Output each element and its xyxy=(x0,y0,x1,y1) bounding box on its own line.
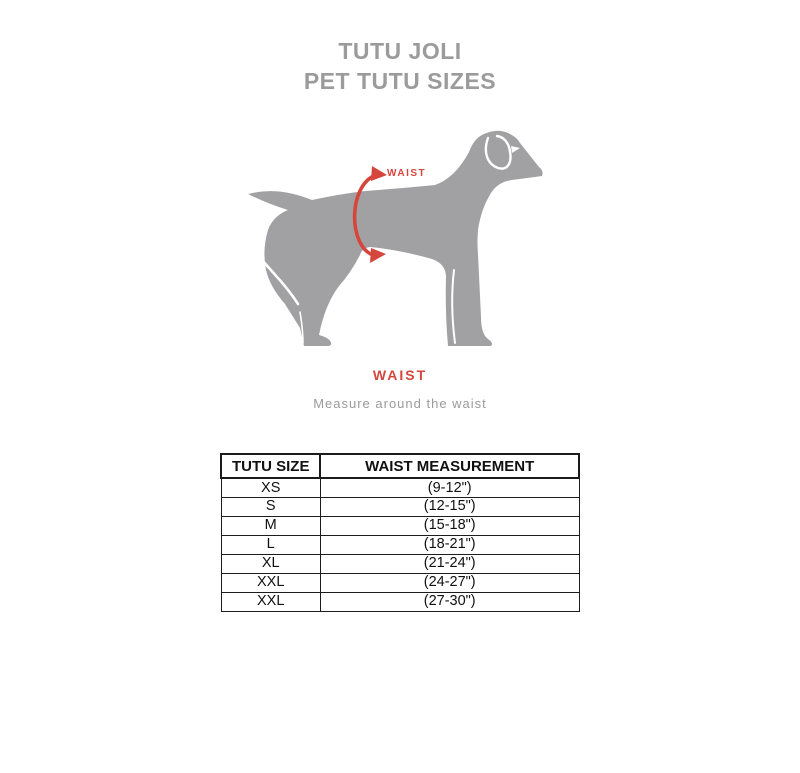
waist-arrow-label: WAIST xyxy=(387,168,427,179)
size-table: TUTU SIZE WAIST MEASUREMENT XS (9-12") S… xyxy=(219,453,580,612)
header-row: TUTU SIZE WAIST MEASUREMENT xyxy=(219,453,580,479)
table-row: XL (21-24") xyxy=(220,553,580,574)
size-cell: S xyxy=(220,496,321,517)
table-row: XXL (27-30") xyxy=(220,591,580,612)
waist-cell: (21-24") xyxy=(319,553,580,574)
size-cell: XL xyxy=(220,553,321,574)
waist-cell: (9-12") xyxy=(319,477,580,498)
size-cell: L xyxy=(220,534,321,555)
page-title: TUTU JOLI PET TUTU SIZES xyxy=(10,36,790,96)
size-table-head: TUTU SIZE WAIST MEASUREMENT xyxy=(219,453,580,479)
table-row: L (18-21") xyxy=(220,534,580,555)
dog-eye-icon xyxy=(511,146,520,153)
table-row: M (15-18") xyxy=(220,515,580,536)
waist-cell: (18-21") xyxy=(319,534,580,555)
table-row: S (12-15") xyxy=(220,496,580,517)
waist-cell: (27-30") xyxy=(319,591,580,612)
page-title-line1: TUTU JOLI xyxy=(338,38,462,64)
dog-ear-icon xyxy=(484,134,512,170)
table-header-waist: WAIST MEASUREMENT xyxy=(319,453,580,479)
front-leg-line xyxy=(451,269,456,344)
page: TUTU JOLI PET TUTU SIZES WAIST WAIST Mea… xyxy=(10,0,790,773)
table-row: XXL (24-27") xyxy=(220,572,580,593)
waist-label: WAIST xyxy=(372,367,428,383)
table-header-size: TUTU SIZE xyxy=(219,453,322,479)
table-row: XS (9-12") xyxy=(220,477,580,498)
waist-cell: (24-27") xyxy=(319,572,580,593)
size-cell: XXL xyxy=(220,572,321,593)
hind-leg-line xyxy=(299,311,304,344)
waist-cell: (15-18") xyxy=(319,515,580,536)
page-title-line2: PET TUTU SIZES xyxy=(303,68,497,94)
waist-arrow-icon xyxy=(352,166,387,263)
size-cell: M xyxy=(220,515,321,536)
measure-caption: Measure around the waist xyxy=(313,396,487,411)
size-cell: XXL xyxy=(220,591,321,612)
dog-measurement-diagram xyxy=(248,130,543,346)
size-table-body: XS (9-12") S (12-15") M (15-18") L (18-2… xyxy=(220,477,580,612)
hind-thigh-line xyxy=(260,258,300,306)
dog-silhouette-icon xyxy=(248,130,543,346)
size-cell: XS xyxy=(220,477,321,498)
waist-cell: (12-15") xyxy=(319,496,580,517)
